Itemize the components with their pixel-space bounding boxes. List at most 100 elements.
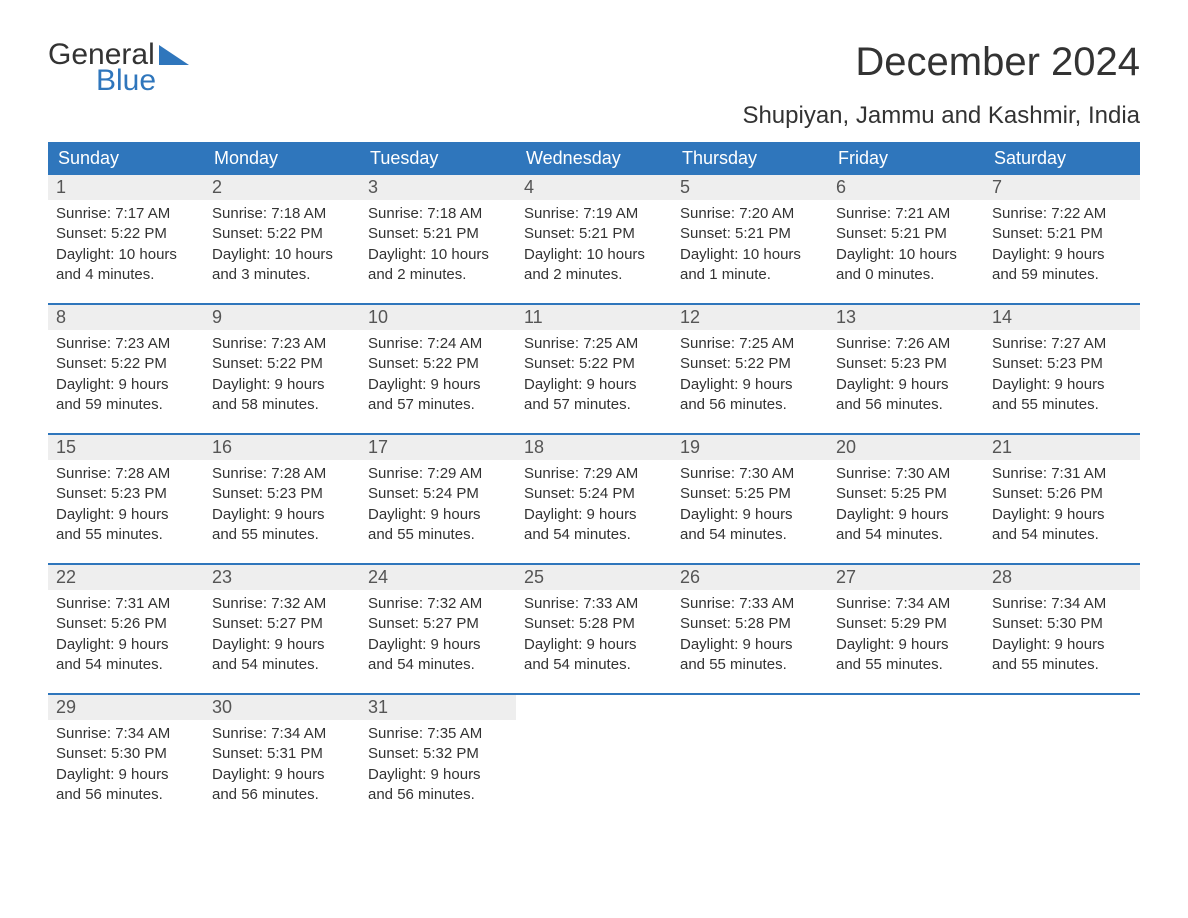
day-content: Sunrise: 7:25 AMSunset: 5:22 PMDaylight:…	[672, 330, 828, 423]
day-sunrise: Sunrise: 7:23 AM	[56, 334, 196, 354]
day-cell: 1Sunrise: 7:17 AMSunset: 5:22 PMDaylight…	[48, 175, 204, 303]
day-cell: 14Sunrise: 7:27 AMSunset: 5:23 PMDayligh…	[984, 305, 1140, 433]
day-sunrise: Sunrise: 7:27 AM	[992, 334, 1132, 354]
day-d2: and 55 minutes.	[56, 525, 196, 545]
day-content: Sunrise: 7:32 AMSunset: 5:27 PMDaylight:…	[360, 590, 516, 683]
day-sunrise: Sunrise: 7:34 AM	[56, 724, 196, 744]
day-sunset: Sunset: 5:22 PM	[212, 354, 352, 374]
day-d1: Daylight: 9 hours	[680, 635, 820, 655]
day-number: 23	[204, 565, 360, 590]
day-sunrise: Sunrise: 7:25 AM	[680, 334, 820, 354]
week-row: 1Sunrise: 7:17 AMSunset: 5:22 PMDaylight…	[48, 175, 1140, 303]
day-sunrise: Sunrise: 7:34 AM	[212, 724, 352, 744]
day-d2: and 55 minutes.	[680, 655, 820, 675]
day-content: Sunrise: 7:25 AMSunset: 5:22 PMDaylight:…	[516, 330, 672, 423]
day-number: 3	[360, 175, 516, 200]
day-d2: and 1 minute.	[680, 265, 820, 285]
day-number: 15	[48, 435, 204, 460]
day-content: Sunrise: 7:28 AMSunset: 5:23 PMDaylight:…	[48, 460, 204, 553]
day-sunset: Sunset: 5:22 PM	[56, 224, 196, 244]
day-sunset: Sunset: 5:23 PM	[836, 354, 976, 374]
day-d1: Daylight: 9 hours	[680, 375, 820, 395]
day-content: Sunrise: 7:18 AMSunset: 5:22 PMDaylight:…	[204, 200, 360, 293]
week-row: 29Sunrise: 7:34 AMSunset: 5:30 PMDayligh…	[48, 693, 1140, 823]
day-number: 12	[672, 305, 828, 330]
day-cell: 6Sunrise: 7:21 AMSunset: 5:21 PMDaylight…	[828, 175, 984, 303]
day-d1: Daylight: 10 hours	[524, 245, 664, 265]
day-cell: 16Sunrise: 7:28 AMSunset: 5:23 PMDayligh…	[204, 435, 360, 563]
day-sunset: Sunset: 5:22 PM	[524, 354, 664, 374]
day-number: 27	[828, 565, 984, 590]
day-d2: and 3 minutes.	[212, 265, 352, 285]
day-sunset: Sunset: 5:32 PM	[368, 744, 508, 764]
day-cell	[984, 695, 1140, 823]
day-d2: and 56 minutes.	[212, 785, 352, 805]
week-row: 8Sunrise: 7:23 AMSunset: 5:22 PMDaylight…	[48, 303, 1140, 433]
day-content: Sunrise: 7:34 AMSunset: 5:29 PMDaylight:…	[828, 590, 984, 683]
day-content: Sunrise: 7:31 AMSunset: 5:26 PMDaylight:…	[984, 460, 1140, 553]
brand-word2: Blue	[96, 66, 189, 96]
day-d2: and 57 minutes.	[524, 395, 664, 415]
day-d2: and 2 minutes.	[368, 265, 508, 285]
day-header-row: SundayMondayTuesdayWednesdayThursdayFrid…	[48, 142, 1140, 175]
day-d2: and 55 minutes.	[212, 525, 352, 545]
day-content: Sunrise: 7:23 AMSunset: 5:22 PMDaylight:…	[48, 330, 204, 423]
day-d1: Daylight: 10 hours	[368, 245, 508, 265]
day-cell: 10Sunrise: 7:24 AMSunset: 5:22 PMDayligh…	[360, 305, 516, 433]
day-d2: and 54 minutes.	[524, 655, 664, 675]
day-sunset: Sunset: 5:23 PM	[56, 484, 196, 504]
day-number: 25	[516, 565, 672, 590]
day-sunset: Sunset: 5:24 PM	[524, 484, 664, 504]
day-cell: 22Sunrise: 7:31 AMSunset: 5:26 PMDayligh…	[48, 565, 204, 693]
day-cell: 2Sunrise: 7:18 AMSunset: 5:22 PMDaylight…	[204, 175, 360, 303]
day-content: Sunrise: 7:29 AMSunset: 5:24 PMDaylight:…	[360, 460, 516, 553]
day-d1: Daylight: 9 hours	[56, 375, 196, 395]
day-d1: Daylight: 9 hours	[992, 375, 1132, 395]
day-d2: and 54 minutes.	[524, 525, 664, 545]
day-sunset: Sunset: 5:28 PM	[680, 614, 820, 634]
day-d1: Daylight: 9 hours	[992, 245, 1132, 265]
day-sunrise: Sunrise: 7:25 AM	[524, 334, 664, 354]
day-cell: 20Sunrise: 7:30 AMSunset: 5:25 PMDayligh…	[828, 435, 984, 563]
day-sunrise: Sunrise: 7:32 AM	[368, 594, 508, 614]
day-d1: Daylight: 9 hours	[368, 635, 508, 655]
day-header: Friday	[828, 142, 984, 175]
day-number: 13	[828, 305, 984, 330]
day-sunrise: Sunrise: 7:29 AM	[524, 464, 664, 484]
day-number: 26	[672, 565, 828, 590]
day-number: 16	[204, 435, 360, 460]
day-number: 1	[48, 175, 204, 200]
day-d1: Daylight: 10 hours	[212, 245, 352, 265]
day-sunset: Sunset: 5:21 PM	[992, 224, 1132, 244]
day-cell: 9Sunrise: 7:23 AMSunset: 5:22 PMDaylight…	[204, 305, 360, 433]
day-content: Sunrise: 7:33 AMSunset: 5:28 PMDaylight:…	[672, 590, 828, 683]
day-d1: Daylight: 9 hours	[524, 635, 664, 655]
day-content: Sunrise: 7:18 AMSunset: 5:21 PMDaylight:…	[360, 200, 516, 293]
day-number: 31	[360, 695, 516, 720]
day-d2: and 56 minutes.	[56, 785, 196, 805]
day-sunset: Sunset: 5:26 PM	[56, 614, 196, 634]
day-d1: Daylight: 10 hours	[56, 245, 196, 265]
day-sunset: Sunset: 5:30 PM	[56, 744, 196, 764]
day-content: Sunrise: 7:31 AMSunset: 5:26 PMDaylight:…	[48, 590, 204, 683]
day-cell: 12Sunrise: 7:25 AMSunset: 5:22 PMDayligh…	[672, 305, 828, 433]
day-number: 8	[48, 305, 204, 330]
day-sunrise: Sunrise: 7:18 AM	[368, 204, 508, 224]
day-d2: and 59 minutes.	[56, 395, 196, 415]
day-number: 24	[360, 565, 516, 590]
day-d1: Daylight: 9 hours	[212, 505, 352, 525]
day-number: 11	[516, 305, 672, 330]
day-header: Wednesday	[516, 142, 672, 175]
day-content: Sunrise: 7:26 AMSunset: 5:23 PMDaylight:…	[828, 330, 984, 423]
day-content: Sunrise: 7:23 AMSunset: 5:22 PMDaylight:…	[204, 330, 360, 423]
day-d2: and 54 minutes.	[368, 655, 508, 675]
day-sunrise: Sunrise: 7:33 AM	[524, 594, 664, 614]
day-content: Sunrise: 7:27 AMSunset: 5:23 PMDaylight:…	[984, 330, 1140, 423]
day-sunrise: Sunrise: 7:18 AM	[212, 204, 352, 224]
day-content: Sunrise: 7:34 AMSunset: 5:31 PMDaylight:…	[204, 720, 360, 813]
day-cell: 25Sunrise: 7:33 AMSunset: 5:28 PMDayligh…	[516, 565, 672, 693]
day-sunrise: Sunrise: 7:28 AM	[212, 464, 352, 484]
brand-logo: General Blue	[48, 40, 189, 96]
day-sunrise: Sunrise: 7:23 AM	[212, 334, 352, 354]
day-content: Sunrise: 7:17 AMSunset: 5:22 PMDaylight:…	[48, 200, 204, 293]
